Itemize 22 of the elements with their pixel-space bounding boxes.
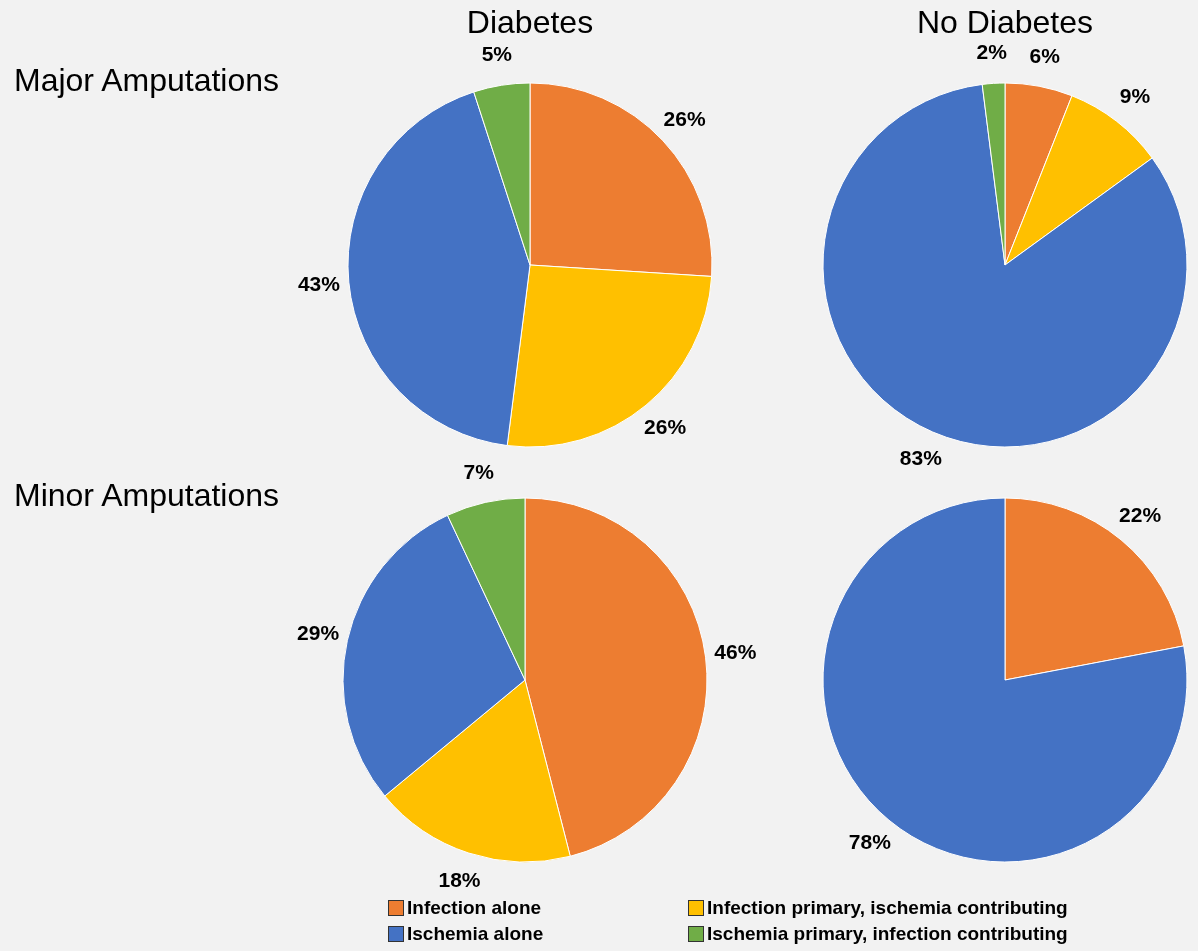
data-label: 9% — [1119, 84, 1151, 108]
legend-label: Infection alone — [407, 897, 542, 918]
legend-label: Ischemia alone — [407, 923, 544, 944]
legend-label: Ischemia primary, infection contributing — [707, 923, 1068, 944]
chart-title: Diabetes — [466, 4, 594, 41]
data-label: 29% — [297, 620, 340, 644]
data-label: 18% — [438, 868, 481, 892]
data-label: 6% — [1029, 43, 1061, 67]
data-label: 46% — [714, 640, 757, 664]
data-label: 26% — [663, 106, 706, 130]
data-label: 43% — [297, 271, 341, 295]
data-label: 83% — [899, 446, 943, 470]
legend-label: Infection primary, ischemia contributing — [707, 897, 1068, 918]
data-label: 7% — [463, 459, 495, 483]
data-label: 22% — [1119, 503, 1162, 527]
text: Minor Amputations — [14, 477, 280, 514]
data-label: 26% — [644, 415, 687, 439]
data-label: 2% — [976, 40, 1008, 64]
data-label: 5% — [481, 42, 513, 66]
data-label: 78% — [848, 830, 892, 854]
chart-title: No Diabetes — [916, 4, 1094, 41]
text: Major Amputations — [14, 62, 280, 99]
